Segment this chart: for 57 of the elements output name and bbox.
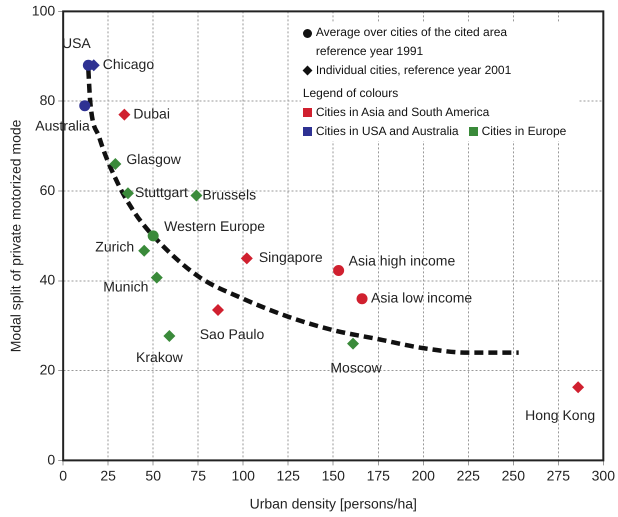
- annotation: Krakow: [136, 348, 184, 365]
- point: [163, 330, 176, 342]
- x-tick-label: 225: [456, 468, 480, 484]
- x-tick-label: 175: [366, 468, 390, 484]
- x-tick-label: 275: [546, 468, 570, 484]
- x-axis-title: Urban density [persons/ha]: [250, 495, 417, 512]
- annotation: Sao Paulo: [200, 326, 265, 342]
- point: [333, 264, 344, 276]
- annotation: Individual cities, reference year 2001: [316, 62, 512, 80]
- legend-label: Cities in USA and Australia: [316, 123, 459, 140]
- legend-title: Legend of colours: [302, 85, 400, 102]
- point: [240, 252, 253, 264]
- annotation: Glasgow: [126, 150, 182, 167]
- x-tick-label: 0: [59, 468, 68, 484]
- point: [79, 100, 90, 112]
- annotation: Western Europe: [164, 218, 266, 234]
- x-tick-label: 200: [412, 468, 436, 484]
- point: [148, 230, 159, 242]
- point: [122, 187, 134, 200]
- y-tick-label: 20: [40, 361, 56, 378]
- annotation: Brussels: [202, 186, 256, 202]
- point: [109, 158, 122, 170]
- x-tick-label: 250: [502, 468, 526, 484]
- y-tick-label: 40: [40, 272, 56, 288]
- x-tick-label: 100: [232, 468, 256, 484]
- x-tick-label: 300: [592, 468, 616, 484]
- x-tick-label: 75: [190, 468, 206, 484]
- point: [212, 304, 224, 316]
- annotation: Hong Kong: [525, 407, 596, 424]
- y-tick-label: 0: [47, 451, 56, 468]
- point: [190, 189, 202, 202]
- annotation: Asia high income: [348, 252, 456, 268]
- point: [150, 272, 163, 284]
- annotation: Munich: [103, 278, 148, 295]
- x-tick-label: 150: [322, 468, 346, 484]
- y-axis-title: Modal split of private motorized mode: [7, 119, 24, 352]
- y-tick-label: 100: [32, 2, 56, 18]
- annotation: Stuttgart: [134, 184, 188, 200]
- annotation: Moscow: [330, 360, 383, 376]
- legend-label: Cities in Asia and South America: [316, 104, 490, 122]
- y-tick-label: 80: [40, 92, 56, 108]
- legend-label: Cities in Europe: [482, 123, 566, 140]
- annotation: Asia low income: [371, 290, 472, 306]
- annotation: Singapore: [258, 249, 323, 266]
- x-tick-label: 25: [100, 468, 116, 484]
- annotation: Average over cities of the cited area reference year 1991: [316, 24, 508, 60]
- annotation: Zurich: [95, 238, 134, 255]
- y-tick-label: 60: [40, 182, 56, 198]
- point: [572, 381, 584, 394]
- point: [347, 338, 360, 350]
- point: [138, 244, 150, 257]
- point: [356, 293, 368, 304]
- x-tick-label: 125: [276, 468, 300, 484]
- annotation: Dubai: [133, 106, 170, 122]
- annotation: Chicago: [102, 56, 154, 72]
- point: [118, 108, 130, 121]
- x-tick-label: 50: [145, 468, 162, 484]
